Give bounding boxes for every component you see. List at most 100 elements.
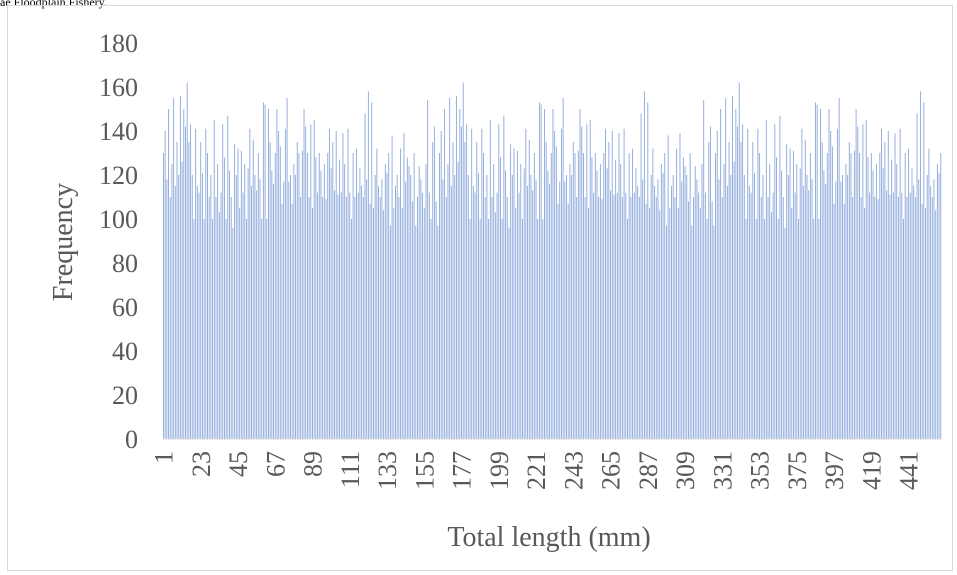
bar xyxy=(904,153,906,439)
bar xyxy=(933,179,935,439)
bar xyxy=(249,128,251,440)
bar xyxy=(779,115,781,439)
bar xyxy=(728,142,730,439)
bar xyxy=(625,192,627,439)
y-tick-label: 180 xyxy=(99,29,138,58)
bar xyxy=(772,192,774,439)
bar xyxy=(655,197,657,439)
bar xyxy=(538,102,540,440)
bar xyxy=(454,175,456,439)
bar xyxy=(205,128,207,440)
bar xyxy=(427,100,429,439)
bar xyxy=(168,109,170,439)
bar xyxy=(918,179,920,439)
chart-frame xyxy=(7,5,953,571)
bar xyxy=(833,203,835,439)
bar xyxy=(306,153,308,439)
bar xyxy=(298,153,300,439)
bar xyxy=(401,208,403,439)
bar xyxy=(776,157,777,439)
y-tick-label: 20 xyxy=(112,381,138,410)
bar xyxy=(650,175,652,439)
bar xyxy=(571,175,573,439)
bar xyxy=(466,124,468,440)
bar xyxy=(425,164,427,439)
y-tick-label: 60 xyxy=(112,293,138,322)
bar xyxy=(808,190,810,439)
bar xyxy=(864,208,866,439)
bar xyxy=(732,95,733,440)
bar xyxy=(413,153,415,439)
bar xyxy=(577,150,579,440)
bar xyxy=(911,168,913,439)
bar xyxy=(398,197,400,439)
x-tick-label: 221 xyxy=(522,451,551,490)
bar xyxy=(225,219,227,439)
bar xyxy=(936,164,938,439)
x-tick-labels: 1 23 45 67 89 111 133 155 177 199 221 243 265 287 309 3… xyxy=(150,451,924,490)
y-axis-title: Frequency xyxy=(48,183,79,301)
bar xyxy=(522,219,523,439)
bar xyxy=(855,109,857,439)
bar xyxy=(264,104,266,439)
bar xyxy=(709,126,711,439)
bar xyxy=(173,98,175,439)
bar xyxy=(930,186,932,439)
bar xyxy=(730,175,732,439)
bar xyxy=(352,153,354,439)
bar xyxy=(378,186,379,439)
bar xyxy=(515,208,517,439)
bar xyxy=(703,100,705,439)
bar xyxy=(550,153,552,439)
bar xyxy=(528,139,530,440)
bar xyxy=(599,164,601,439)
bar xyxy=(679,133,681,439)
bar xyxy=(191,175,193,439)
bar xyxy=(557,203,559,439)
bar xyxy=(745,219,747,439)
bar xyxy=(457,161,459,440)
bar xyxy=(523,168,525,439)
bar xyxy=(726,186,728,439)
bar xyxy=(471,128,473,440)
bar xyxy=(386,172,388,440)
bar xyxy=(588,208,589,439)
bar xyxy=(408,166,410,439)
y-tick-label: 160 xyxy=(99,73,138,102)
bar xyxy=(445,197,447,439)
x-tick-label: 375 xyxy=(783,451,812,490)
bar xyxy=(367,91,369,440)
bar xyxy=(537,219,539,439)
bar xyxy=(271,170,273,439)
bar xyxy=(496,192,498,439)
bar xyxy=(527,186,529,439)
bar xyxy=(459,109,461,439)
bar xyxy=(354,197,356,439)
bar xyxy=(488,219,490,439)
bar xyxy=(235,175,237,439)
bar xyxy=(711,201,713,439)
bar xyxy=(430,219,432,439)
bar xyxy=(364,113,366,440)
x-tick-label: 177 xyxy=(448,451,477,490)
bar xyxy=(278,131,280,439)
bar xyxy=(196,186,198,439)
bar xyxy=(613,194,615,439)
bar xyxy=(339,159,341,439)
bar xyxy=(200,142,202,439)
bar xyxy=(821,142,823,439)
bar xyxy=(630,197,632,439)
bar xyxy=(308,197,310,439)
bar xyxy=(437,225,439,439)
bar xyxy=(560,128,562,440)
bar xyxy=(215,197,217,439)
bar xyxy=(657,179,659,439)
bar xyxy=(400,148,402,439)
bar xyxy=(174,186,176,439)
bar xyxy=(835,181,837,439)
x-tick-label: 23 xyxy=(187,451,216,477)
bar xyxy=(337,194,339,439)
x-tick-label: 309 xyxy=(671,451,700,490)
bar xyxy=(564,181,566,439)
bar xyxy=(769,164,771,439)
